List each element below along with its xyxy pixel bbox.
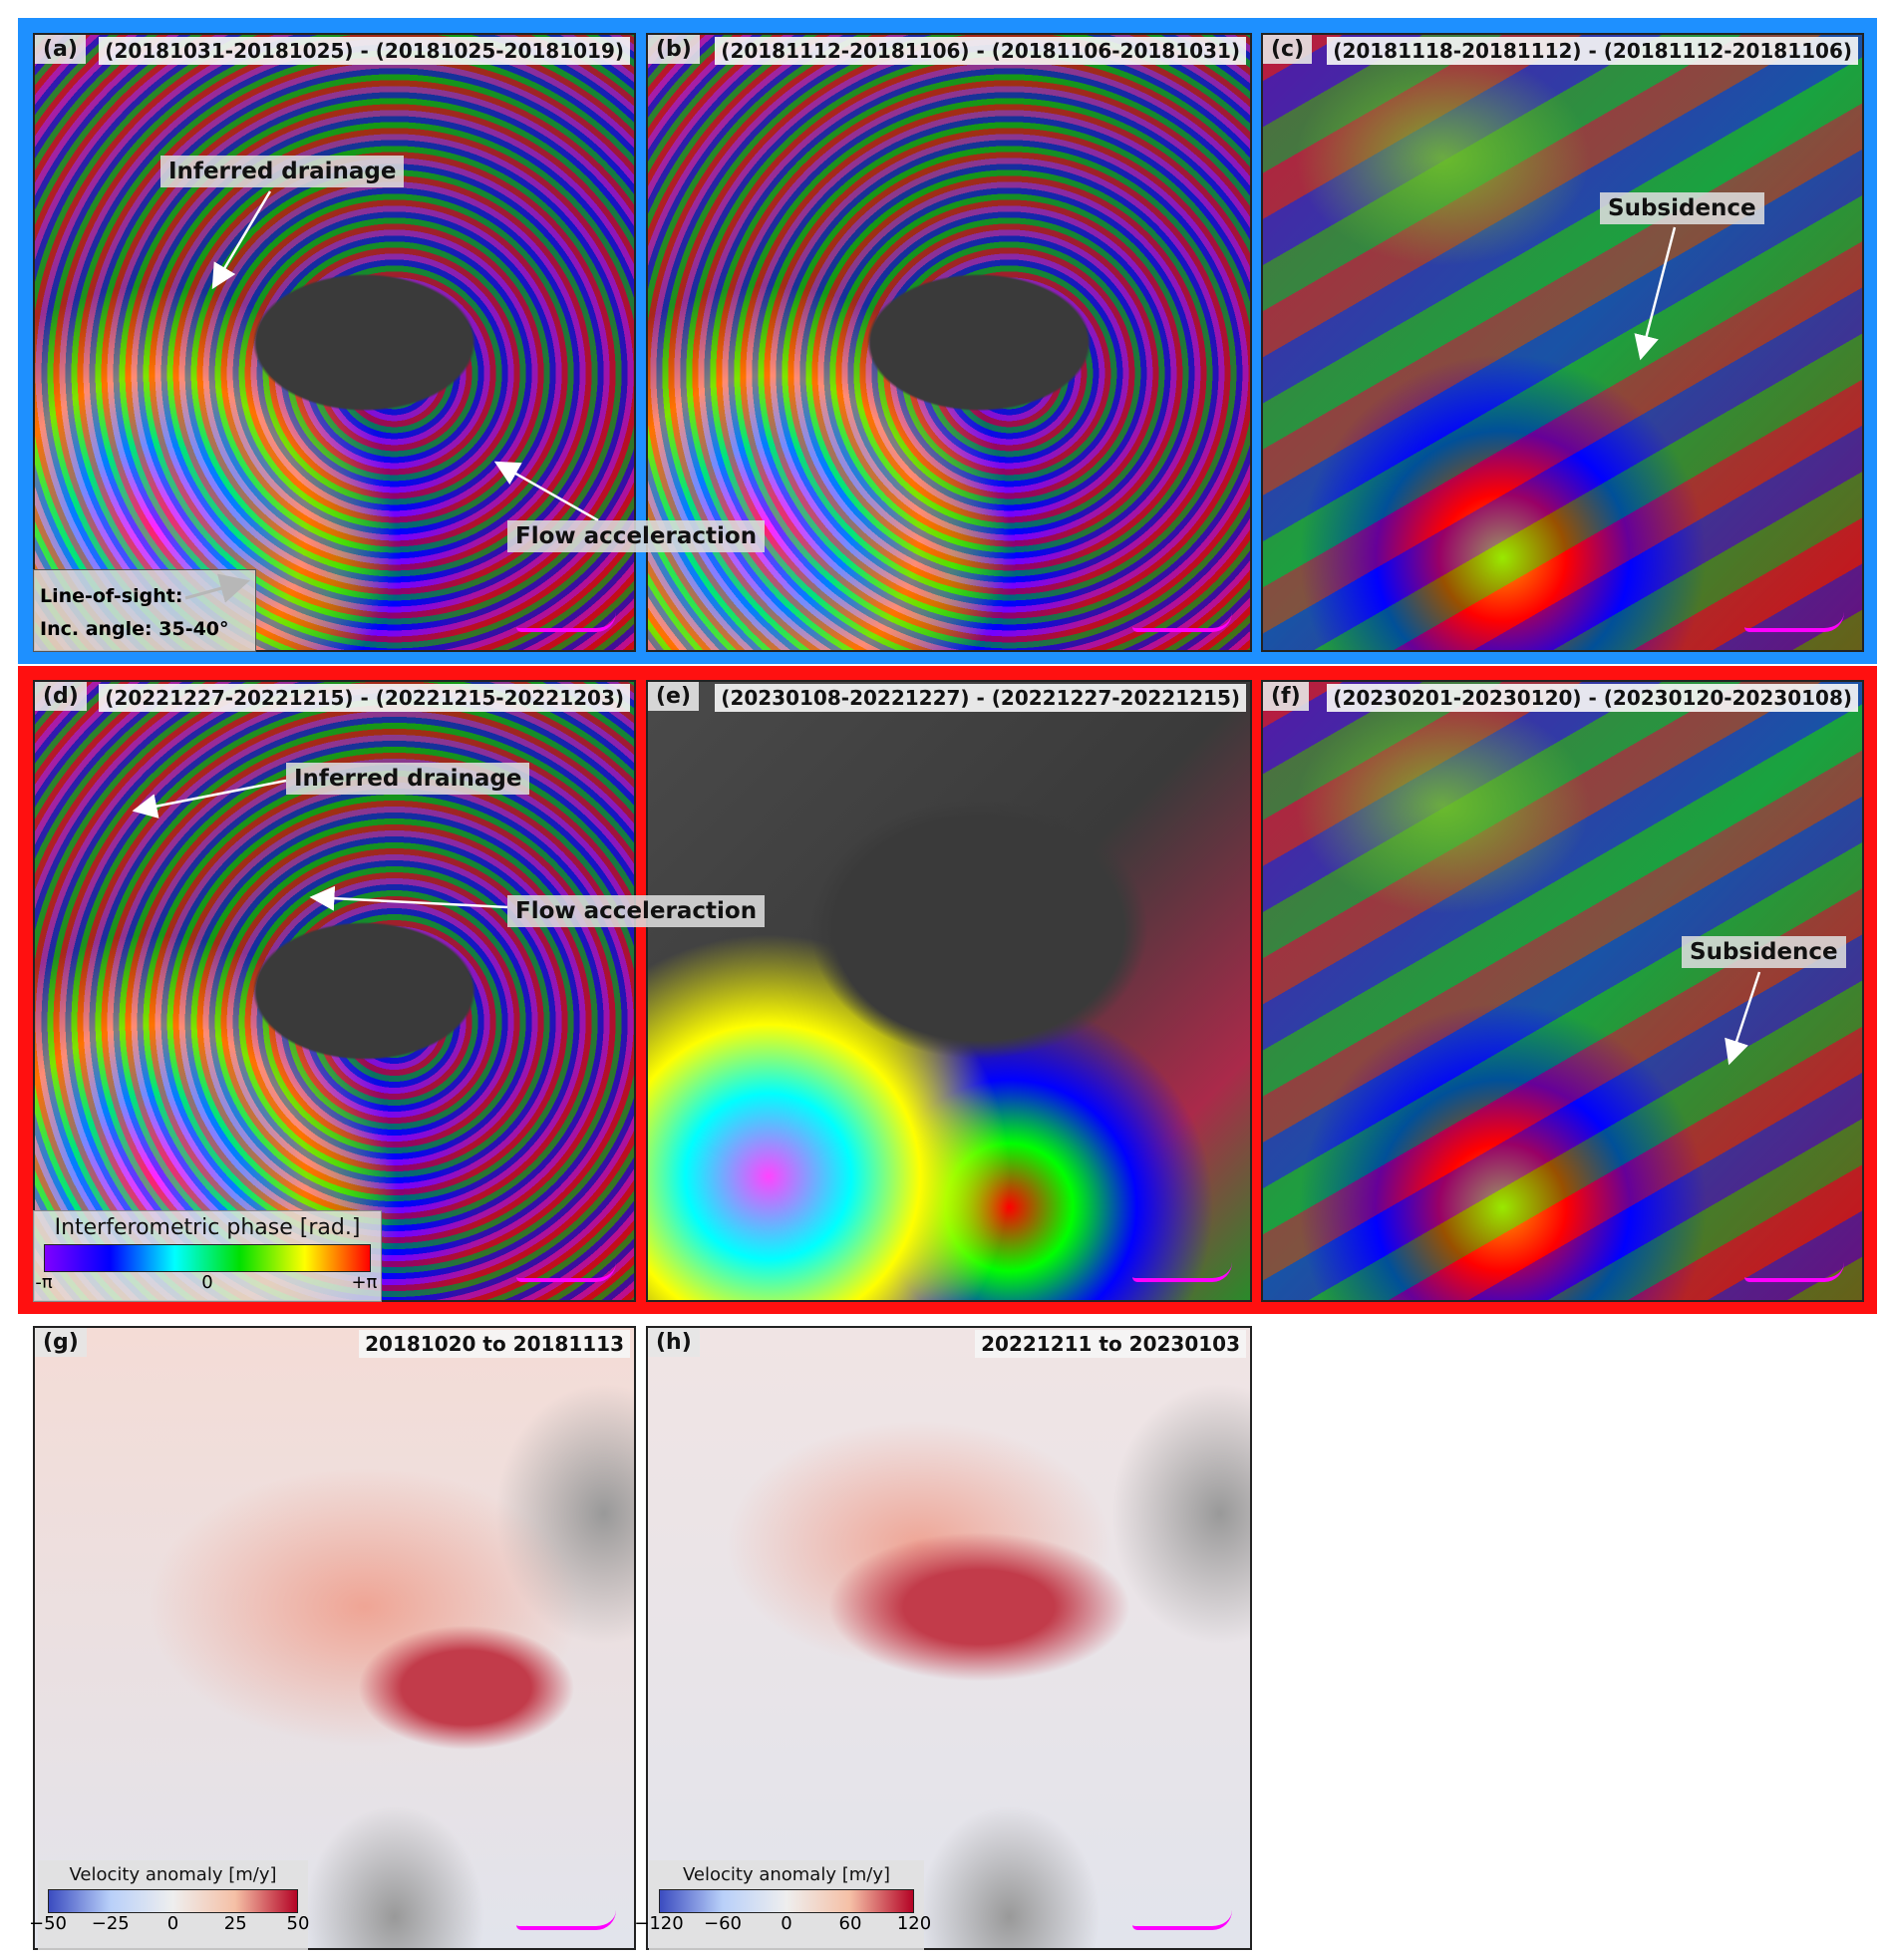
- panel-label: (f): [1263, 682, 1309, 711]
- coastline: [516, 1910, 616, 1930]
- colorbar-tick: −50: [29, 1913, 67, 1934]
- annotation-flow-acceleration: Flow acceleraction: [507, 520, 766, 552]
- line-of-sight-box: Line-of-sight: Inc. angle: 35-40°: [33, 569, 256, 652]
- panel-title: 20221211 to 20230103: [975, 1330, 1246, 1358]
- colorbar-gradient: [48, 1889, 298, 1913]
- coastline: [1132, 1910, 1232, 1930]
- panel-title: (20181118-20181112) - (20181112-20181106…: [1327, 37, 1858, 65]
- velocity-colorbar-h: Velocity anomaly [m/y] −120 −60 0 60 120: [634, 1860, 931, 1950]
- panel-label: (a): [35, 35, 86, 64]
- colorbar-tick: +π: [351, 1272, 378, 1293]
- velocity-colorbar-g: Velocity anomaly [m/y] −50 −25 0 25 50: [29, 1860, 310, 1950]
- panel-label: (c): [1263, 35, 1313, 64]
- colorbar-tick: 0: [166, 1913, 179, 1934]
- annotation-inferred-drainage: Inferred drainage: [286, 763, 530, 795]
- panel-title: 20181020 to 20181113: [359, 1330, 630, 1358]
- panel-title: (20230108-20221227) - (20221227-20221215…: [715, 684, 1246, 712]
- colorbar-title: Velocity anomaly [m/y]: [69, 1864, 277, 1885]
- panel-e: (e) (20230108-20221227) - (20221227-2022…: [646, 680, 1252, 1302]
- coastline: [1132, 1262, 1232, 1282]
- panel-h: (h) 20221211 to 20230103: [646, 1326, 1252, 1950]
- panel-title: (20221227-20221215) - (20221215-20221203…: [99, 684, 630, 712]
- annotation-flow-acceleration: Flow acceleraction: [507, 895, 766, 927]
- panel-label: (h): [648, 1328, 700, 1357]
- annotation-subsidence: Subsidence: [1600, 192, 1764, 224]
- panel-f: (f) (20230201-20230120) - (20230120-2023…: [1261, 680, 1864, 1302]
- panel-title: (20181112-20181106) - (20181106-20181031…: [715, 37, 1246, 65]
- panel-c: (c) (20181118-20181112) - (20181112-2018…: [1261, 33, 1864, 652]
- panel-label: (d): [35, 682, 87, 711]
- panel-title: (20181031-20181025) - (20181025-20181019…: [99, 37, 630, 65]
- annotation-subsidence: Subsidence: [1682, 936, 1846, 968]
- colorbar-tick: 0: [781, 1913, 792, 1934]
- colorbar-tick: 60: [838, 1913, 862, 1934]
- colorbar-tick: 0: [201, 1272, 213, 1293]
- coastline: [1744, 1262, 1844, 1282]
- panel-a: (a) (20181031-20181025) - (20181025-2018…: [33, 33, 636, 652]
- colorbar-title: Velocity anomaly [m/y]: [682, 1864, 891, 1885]
- panel-title: (20230201-20230120) - (20230120-20230108…: [1327, 684, 1858, 712]
- panel-label: (b): [648, 35, 700, 64]
- incidence-angle-label: Inc. angle: 35-40°: [40, 618, 229, 640]
- colorbar-tick: −25: [91, 1913, 130, 1934]
- colorbar-tick: 120: [896, 1913, 932, 1934]
- coastline: [1132, 612, 1232, 632]
- coastline: [516, 612, 616, 632]
- colorbar-tick: −60: [704, 1913, 742, 1934]
- line-of-sight-label: Line-of-sight:: [40, 585, 183, 607]
- annotation-inferred-drainage: Inferred drainage: [160, 156, 405, 187]
- colorbar-tick: 25: [223, 1913, 247, 1934]
- panel-label: (g): [35, 1328, 87, 1357]
- coastline: [1744, 612, 1844, 632]
- coastline: [516, 1262, 616, 1282]
- panel-b: (b) (20181112-20181106) - (20181106-2018…: [646, 33, 1252, 652]
- colorbar-gradient: [44, 1244, 371, 1272]
- colorbar-tick: −120: [634, 1913, 684, 1934]
- colorbar-tick: 50: [286, 1913, 310, 1934]
- colorbar-title: Interferometric phase [rad.]: [54, 1215, 361, 1240]
- colorbar-tick: -π: [35, 1272, 53, 1293]
- phase-colorbar: Interferometric phase [rad.] -π 0 +π: [33, 1210, 382, 1302]
- panel-label: (e): [648, 682, 700, 711]
- colorbar-gradient: [659, 1889, 914, 1913]
- panel-g: (g) 20181020 to 20181113: [33, 1326, 636, 1950]
